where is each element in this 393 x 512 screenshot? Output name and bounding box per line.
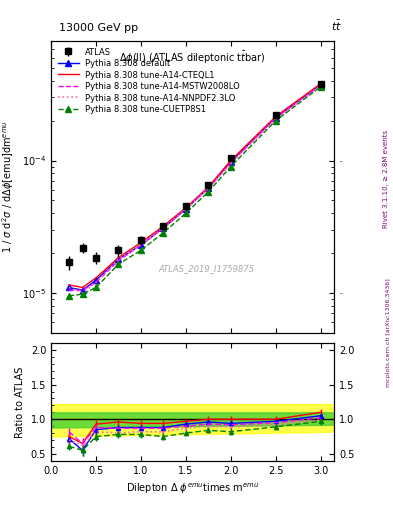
Text: 13000 GeV pp: 13000 GeV pp <box>59 23 138 33</box>
Y-axis label: Ratio to ATLAS: Ratio to ATLAS <box>15 366 25 438</box>
Text: $t\bar{t}$: $t\bar{t}$ <box>331 19 342 33</box>
Y-axis label: 1 / $\sigma$ d$^2\sigma$ / d$\Delta\phi$[emu]dm$^{emu}$: 1 / $\sigma$ d$^2\sigma$ / d$\Delta\phi$… <box>1 120 17 253</box>
X-axis label: Dilepton $\Delta$ $\phi^{emu}$times m$^{emu}$: Dilepton $\Delta$ $\phi^{emu}$times m$^{… <box>126 481 259 496</box>
Text: Rivet 3.1.10, ≥ 2.8M events: Rivet 3.1.10, ≥ 2.8M events <box>383 130 389 228</box>
Legend: ATLAS, Pythia 8.308 default, Pythia 8.308 tune-A14-CTEQL1, Pythia 8.308 tune-A14: ATLAS, Pythia 8.308 default, Pythia 8.30… <box>55 45 242 117</box>
Text: ATLAS_2019_I1759875: ATLAS_2019_I1759875 <box>159 264 255 273</box>
Text: mcplots.cern.ch [arXiv:1306.3436]: mcplots.cern.ch [arXiv:1306.3436] <box>386 279 391 387</box>
Text: $\Delta\phi$(ll) (ATLAS dileptonic t$\bar{t}$bar): $\Delta\phi$(ll) (ATLAS dileptonic t$\ba… <box>119 50 266 66</box>
